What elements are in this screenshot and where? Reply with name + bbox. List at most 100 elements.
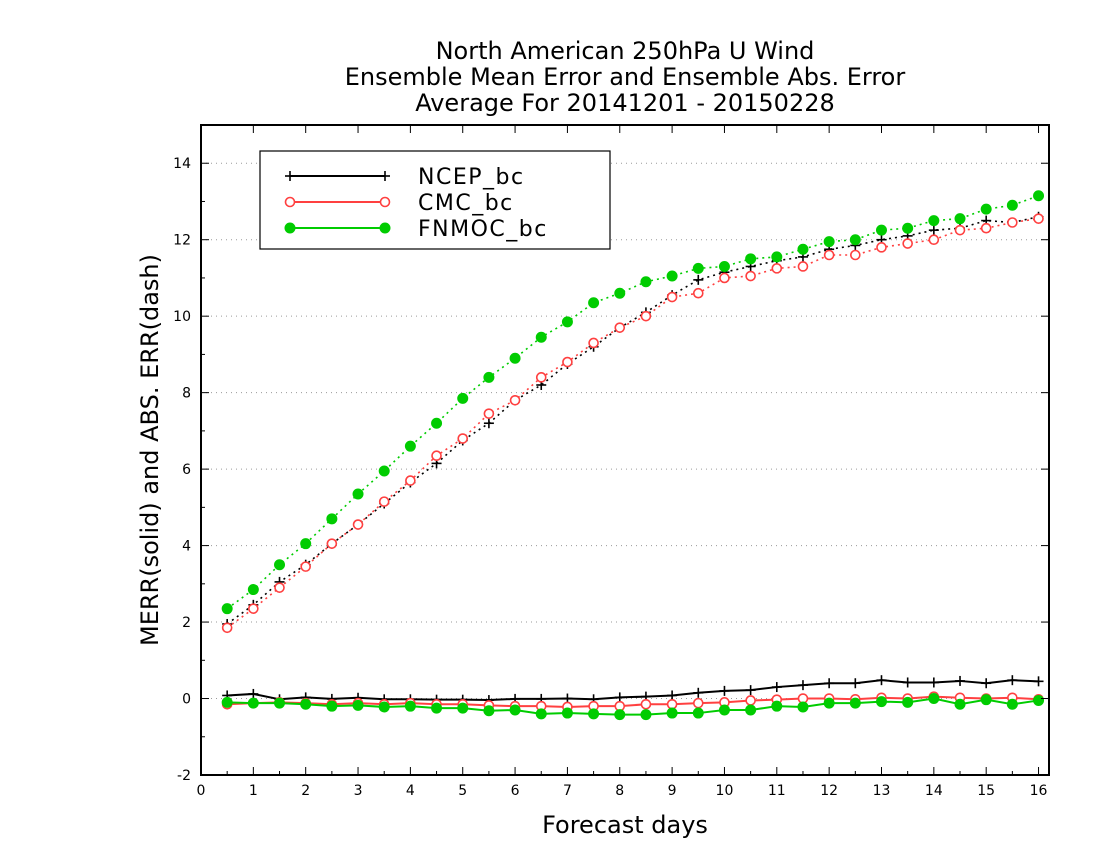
- data-point-filled-circle: [1006, 698, 1018, 710]
- data-point-open-circle: [1007, 217, 1018, 228]
- data-point-open-circle: [1033, 213, 1044, 224]
- data-point-filled-circle: [588, 708, 600, 720]
- data-point-filled-circle: [378, 701, 390, 713]
- abs-error-dashed-line: [226, 194, 1039, 610]
- x-tick-label: 11: [768, 783, 786, 799]
- x-tick-label: 4: [406, 783, 415, 799]
- data-point-filled-circle: [718, 704, 730, 716]
- x-tick-label: 0: [197, 783, 206, 799]
- chart-title-line-2: Ensemble Mean Error and Ensemble Abs. Er…: [344, 63, 906, 91]
- data-point-filled-circle: [404, 440, 416, 452]
- y-tick-label: 12: [173, 233, 191, 249]
- data-point-open-circle: [248, 603, 259, 614]
- data-point-open-circle: [902, 238, 913, 249]
- data-point-filled-circle: [274, 559, 286, 571]
- x-tick-label: 9: [668, 783, 677, 799]
- data-point-filled-circle: [823, 236, 835, 248]
- abs-error-dashed-line: [226, 215, 1039, 625]
- data-point-filled-circle: [745, 253, 757, 265]
- data-point-plus: [771, 682, 782, 693]
- data-point-filled-circle: [509, 352, 521, 364]
- data-point-plus: [248, 688, 259, 699]
- data-point-open-circle: [588, 337, 599, 349]
- x-tick-label: 5: [458, 783, 467, 799]
- data-point-filled-circle: [561, 316, 573, 328]
- data-point-open-circle: [745, 270, 756, 282]
- x-tick-label: 13: [873, 783, 891, 799]
- data-point-filled-circle: [849, 697, 861, 709]
- data-point-open-circle: [431, 450, 442, 462]
- data-point-filled-circle: [457, 702, 469, 714]
- data-point-plus: [483, 418, 494, 429]
- data-point-filled-circle: [902, 696, 914, 708]
- data-point-filled-circle: [745, 704, 757, 716]
- data-point-filled-circle: [221, 603, 233, 615]
- data-point-filled-circle: [326, 513, 338, 525]
- y-axis-label: MERR(solid) and ABS. ERR(dash): [136, 254, 164, 646]
- data-point-open-circle: [928, 234, 940, 246]
- data-point-filled-circle: [902, 222, 914, 234]
- data-point-filled-circle: [378, 465, 390, 477]
- data-point-filled-circle: [666, 707, 678, 719]
- data-point-filled-circle: [692, 707, 704, 719]
- data-point-open-circle: [771, 263, 783, 274]
- data-point-plus: [850, 678, 861, 689]
- data-point-open-circle: [562, 356, 573, 368]
- data-point-filled-circle: [980, 203, 992, 215]
- data-point-filled-circle: [588, 297, 600, 309]
- data-point-filled-circle: [274, 697, 286, 709]
- x-tick-label: 1: [249, 783, 258, 799]
- data-point-open-circle: [666, 698, 678, 710]
- data-point-open-circle: [692, 697, 704, 709]
- y-tick-label: 2: [182, 615, 191, 631]
- data-point-plus: [824, 678, 835, 689]
- data-point-filled-circle: [483, 371, 495, 383]
- x-tick-label: 12: [820, 783, 838, 799]
- x-tick-label: 6: [511, 783, 520, 799]
- data-point-open-circle: [640, 698, 652, 710]
- data-point-filled-circle: [431, 702, 443, 714]
- data-point-plus: [981, 678, 992, 689]
- data-point-open-circle: [954, 224, 966, 236]
- data-point-filled-circle: [771, 700, 783, 712]
- legend-label-FNMOC_bc: FNMOC_bc: [418, 217, 548, 242]
- data-point-plus: [1007, 675, 1018, 686]
- data-point-open-circle: [614, 322, 626, 333]
- data-point-open-circle: [640, 310, 652, 322]
- data-point-plus: [614, 692, 625, 703]
- data-point-filled-circle: [431, 417, 443, 429]
- data-point-open-circle: [405, 475, 416, 486]
- data-point-filled-circle: [221, 696, 233, 708]
- x-tick-label: 14: [925, 783, 943, 799]
- data-point-filled-circle: [640, 276, 652, 288]
- y-tick-label: 6: [182, 462, 191, 478]
- x-tick-label: 16: [1030, 783, 1048, 799]
- data-point-open-circle: [535, 372, 547, 383]
- y-tick-label: 4: [182, 539, 191, 555]
- y-tick-label: 0: [182, 692, 191, 708]
- plot-frame: [200, 124, 1050, 776]
- data-point-filled-circle: [928, 693, 940, 705]
- data-point-open-circle: [352, 519, 364, 530]
- data-point-plus: [693, 274, 704, 285]
- data-point-open-circle: [692, 287, 704, 299]
- x-tick-label: 3: [354, 783, 363, 799]
- data-point-filled-circle: [535, 331, 547, 343]
- data-point-filled-circle: [692, 262, 704, 274]
- data-point-plus: [955, 675, 966, 686]
- data-point-filled-circle: [352, 699, 364, 711]
- data-point-open-circle: [378, 496, 390, 507]
- data-point-filled-circle: [771, 251, 783, 263]
- series-FNMOC_bc: [221, 190, 1045, 721]
- data-point-filled-circle: [483, 705, 495, 717]
- data-point-filled-circle: [300, 538, 312, 550]
- data-point-open-circle: [457, 433, 469, 444]
- x-tick-label: 7: [563, 783, 572, 799]
- chart-title-line-1: North American 250hPa U Wind: [435, 37, 815, 65]
- data-point-filled-circle: [509, 704, 521, 716]
- data-point-filled-circle: [535, 708, 547, 720]
- data-point-plus: [745, 685, 756, 696]
- data-point-plus: [928, 677, 939, 688]
